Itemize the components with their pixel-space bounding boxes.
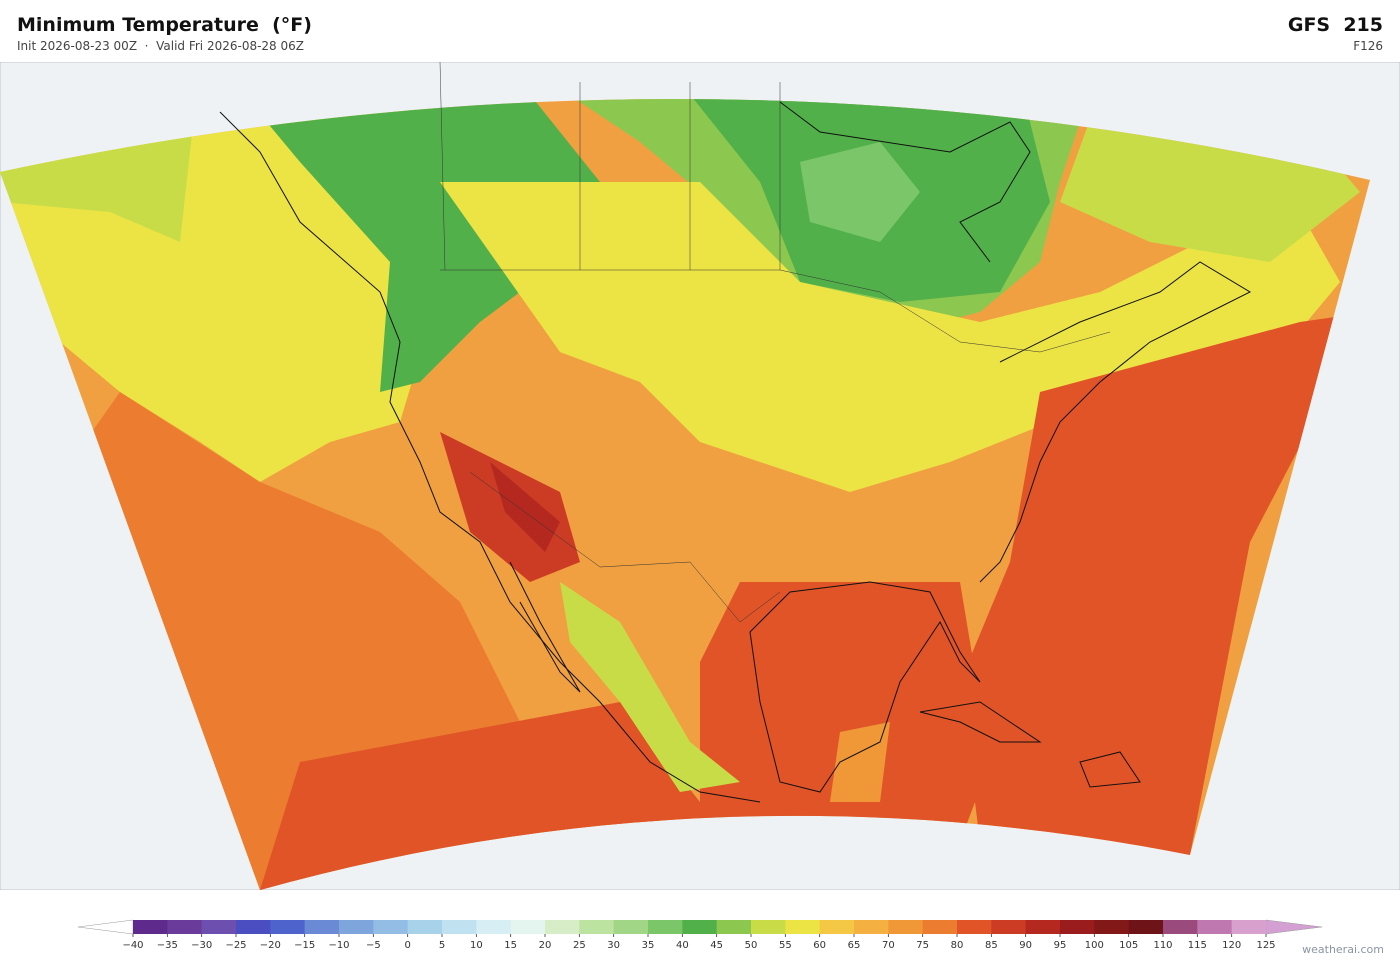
colorbar-under — [77, 919, 134, 935]
colorbar-tick-label: −35 — [157, 940, 178, 951]
colorbar-tick-label: 125 — [1256, 940, 1275, 951]
colorbar-bin — [236, 920, 271, 934]
colorbar-over — [1265, 919, 1323, 935]
colorbar-bin — [1060, 920, 1095, 934]
colorbar-bin — [1025, 920, 1061, 934]
colorbar-bin — [304, 920, 340, 934]
colorbar-bin — [922, 920, 958, 934]
colorbar-bin — [270, 920, 305, 934]
model-label: GFS 215 — [1287, 14, 1383, 36]
map — [0, 62, 1400, 890]
colorbar-bin — [407, 920, 443, 934]
colorbar-bin — [785, 920, 820, 934]
colorbar-tick-label: 100 — [1085, 940, 1104, 951]
colorbar-tick-label: −5 — [366, 940, 381, 951]
colorbar-bin — [716, 920, 752, 934]
colorbar-tick-label: −10 — [328, 940, 349, 951]
colorbar-bin — [339, 920, 374, 934]
colorbar-bin — [373, 920, 408, 934]
colorbar-bin — [819, 920, 855, 934]
credit: weatherai.com — [1302, 943, 1384, 956]
colorbar-bin — [682, 920, 717, 934]
colorbar-bin — [1231, 920, 1267, 934]
colorbar-bin — [1128, 920, 1164, 934]
map-title: Minimum Temperature (°F) — [17, 14, 312, 36]
colorbar-bin — [133, 920, 168, 934]
colorbar-tick-label: 25 — [573, 940, 586, 951]
colorbar-bin — [510, 920, 546, 934]
colorbar-tick-label: 10 — [470, 940, 483, 951]
colorbar-tick-label: 85 — [985, 940, 998, 951]
colorbar-tick-label: 20 — [539, 940, 552, 951]
colorbar-tick-label: 80 — [951, 940, 964, 951]
colorbar-bin — [476, 920, 511, 934]
colorbar-tick-label: 15 — [504, 940, 517, 951]
colorbar-bin — [854, 920, 889, 934]
colorbar-bin — [1163, 920, 1198, 934]
colorbar-bin — [1094, 920, 1129, 934]
colorbar-tick-label: 110 — [1153, 940, 1172, 951]
colorbar-tick-label: 70 — [882, 940, 895, 951]
colorbar-bin — [167, 920, 202, 934]
colorbar-bin — [579, 920, 614, 934]
colorbar-bin — [545, 920, 580, 934]
colorbar-tick-label: 45 — [710, 940, 723, 951]
colorbar-tick-label: −15 — [294, 940, 315, 951]
coastlines — [219, 101, 1252, 803]
colorbar-bin — [613, 920, 649, 934]
colorbar-tick-label: 95 — [1054, 940, 1067, 951]
colorbar-bin — [751, 920, 786, 934]
colorbar-bin — [648, 920, 683, 934]
colorbar-tick-label: 55 — [779, 940, 792, 951]
colorbar-tick-label: 120 — [1222, 940, 1241, 951]
colorbar-tick-label: 30 — [607, 940, 620, 951]
colorbar-tick-label: 5 — [439, 940, 445, 951]
colorbar-tick-label: 35 — [642, 940, 655, 951]
colorbar-tick-label: 90 — [1019, 940, 1032, 951]
colorbar-tick-label: −30 — [191, 940, 212, 951]
colorbar-tick-label: 0 — [404, 940, 410, 951]
colorbar-tick-label: −20 — [260, 940, 281, 951]
colorbar-tick-label: 115 — [1188, 940, 1207, 951]
colorbar-bin — [991, 920, 1026, 934]
colorbar-bin — [888, 920, 923, 934]
colorbar-tick-label: 50 — [745, 940, 758, 951]
colorbar-bin — [442, 920, 477, 934]
colorbar-tick-label: 65 — [848, 940, 861, 951]
colorbar-bin — [957, 920, 992, 934]
colorbar-tick-label: −25 — [225, 940, 246, 951]
colorbar: −40 −35 −30 −25 −20 −15 −10 −5 0 5 10 15 20 25 30 35 40 4… — [77, 919, 1323, 951]
colorbar-tick-label: −40 — [122, 940, 143, 951]
colorbar-tick-label: 60 — [813, 940, 826, 951]
colorbar-bin — [201, 920, 237, 934]
map-subtitle: Init 2026-08-23 00Z · Valid Fri 2026-08-… — [17, 39, 304, 53]
borders — [439, 62, 1111, 623]
colorbar-tick-label: 40 — [676, 940, 689, 951]
colorbar-tick-label: 105 — [1119, 940, 1138, 951]
forecast-hour: F126 — [1353, 39, 1383, 53]
colorbar-tick-label: 75 — [916, 940, 929, 951]
colorbar-bin — [1197, 920, 1232, 934]
